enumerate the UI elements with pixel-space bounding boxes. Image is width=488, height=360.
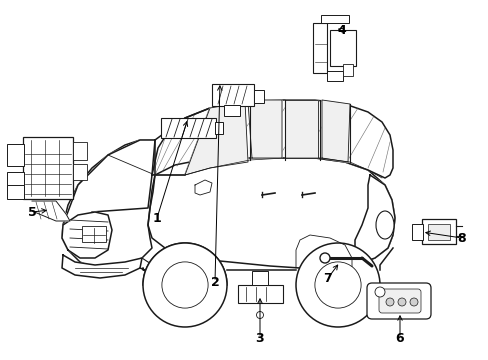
- Polygon shape: [62, 140, 155, 268]
- Bar: [161, 118, 216, 138]
- Text: 4: 4: [337, 23, 346, 36]
- Bar: [421, 219, 455, 244]
- Bar: [253, 90, 264, 103]
- Polygon shape: [63, 140, 155, 228]
- Bar: [342, 64, 352, 76]
- Polygon shape: [184, 102, 247, 175]
- Bar: [215, 122, 223, 134]
- Bar: [251, 271, 267, 285]
- Bar: [329, 30, 355, 66]
- Bar: [73, 142, 87, 160]
- Polygon shape: [354, 175, 394, 265]
- FancyBboxPatch shape: [366, 283, 430, 319]
- Polygon shape: [321, 100, 349, 162]
- Circle shape: [385, 298, 393, 306]
- Circle shape: [162, 262, 208, 308]
- Polygon shape: [195, 180, 212, 195]
- Text: 1: 1: [152, 212, 161, 225]
- Bar: [23, 137, 73, 199]
- Polygon shape: [247, 100, 282, 158]
- Polygon shape: [62, 255, 142, 278]
- Circle shape: [256, 311, 263, 319]
- Ellipse shape: [375, 211, 393, 239]
- Bar: [312, 23, 326, 73]
- Circle shape: [374, 287, 384, 297]
- Bar: [82, 226, 106, 242]
- Bar: [238, 285, 283, 303]
- Polygon shape: [155, 108, 209, 175]
- Circle shape: [409, 298, 417, 306]
- Text: 7: 7: [323, 271, 332, 284]
- Text: 5: 5: [27, 206, 36, 219]
- Circle shape: [319, 253, 329, 263]
- Circle shape: [295, 243, 379, 327]
- Bar: [7, 172, 24, 190]
- FancyBboxPatch shape: [378, 289, 420, 313]
- Bar: [212, 84, 253, 106]
- Polygon shape: [62, 212, 112, 258]
- Bar: [73, 164, 87, 180]
- Polygon shape: [285, 100, 317, 158]
- Bar: [224, 105, 240, 116]
- Polygon shape: [32, 201, 70, 221]
- Text: 3: 3: [255, 332, 264, 345]
- Polygon shape: [148, 158, 394, 268]
- Text: 2: 2: [210, 275, 219, 288]
- Text: 8: 8: [457, 231, 466, 244]
- Polygon shape: [152, 100, 392, 178]
- Bar: [7, 144, 24, 166]
- Circle shape: [314, 262, 360, 308]
- Circle shape: [397, 298, 405, 306]
- Bar: [320, 15, 348, 23]
- Text: 6: 6: [395, 332, 404, 345]
- Bar: [7, 185, 24, 199]
- Circle shape: [142, 243, 226, 327]
- Bar: [411, 224, 422, 240]
- Bar: [427, 224, 449, 240]
- Bar: [326, 71, 342, 81]
